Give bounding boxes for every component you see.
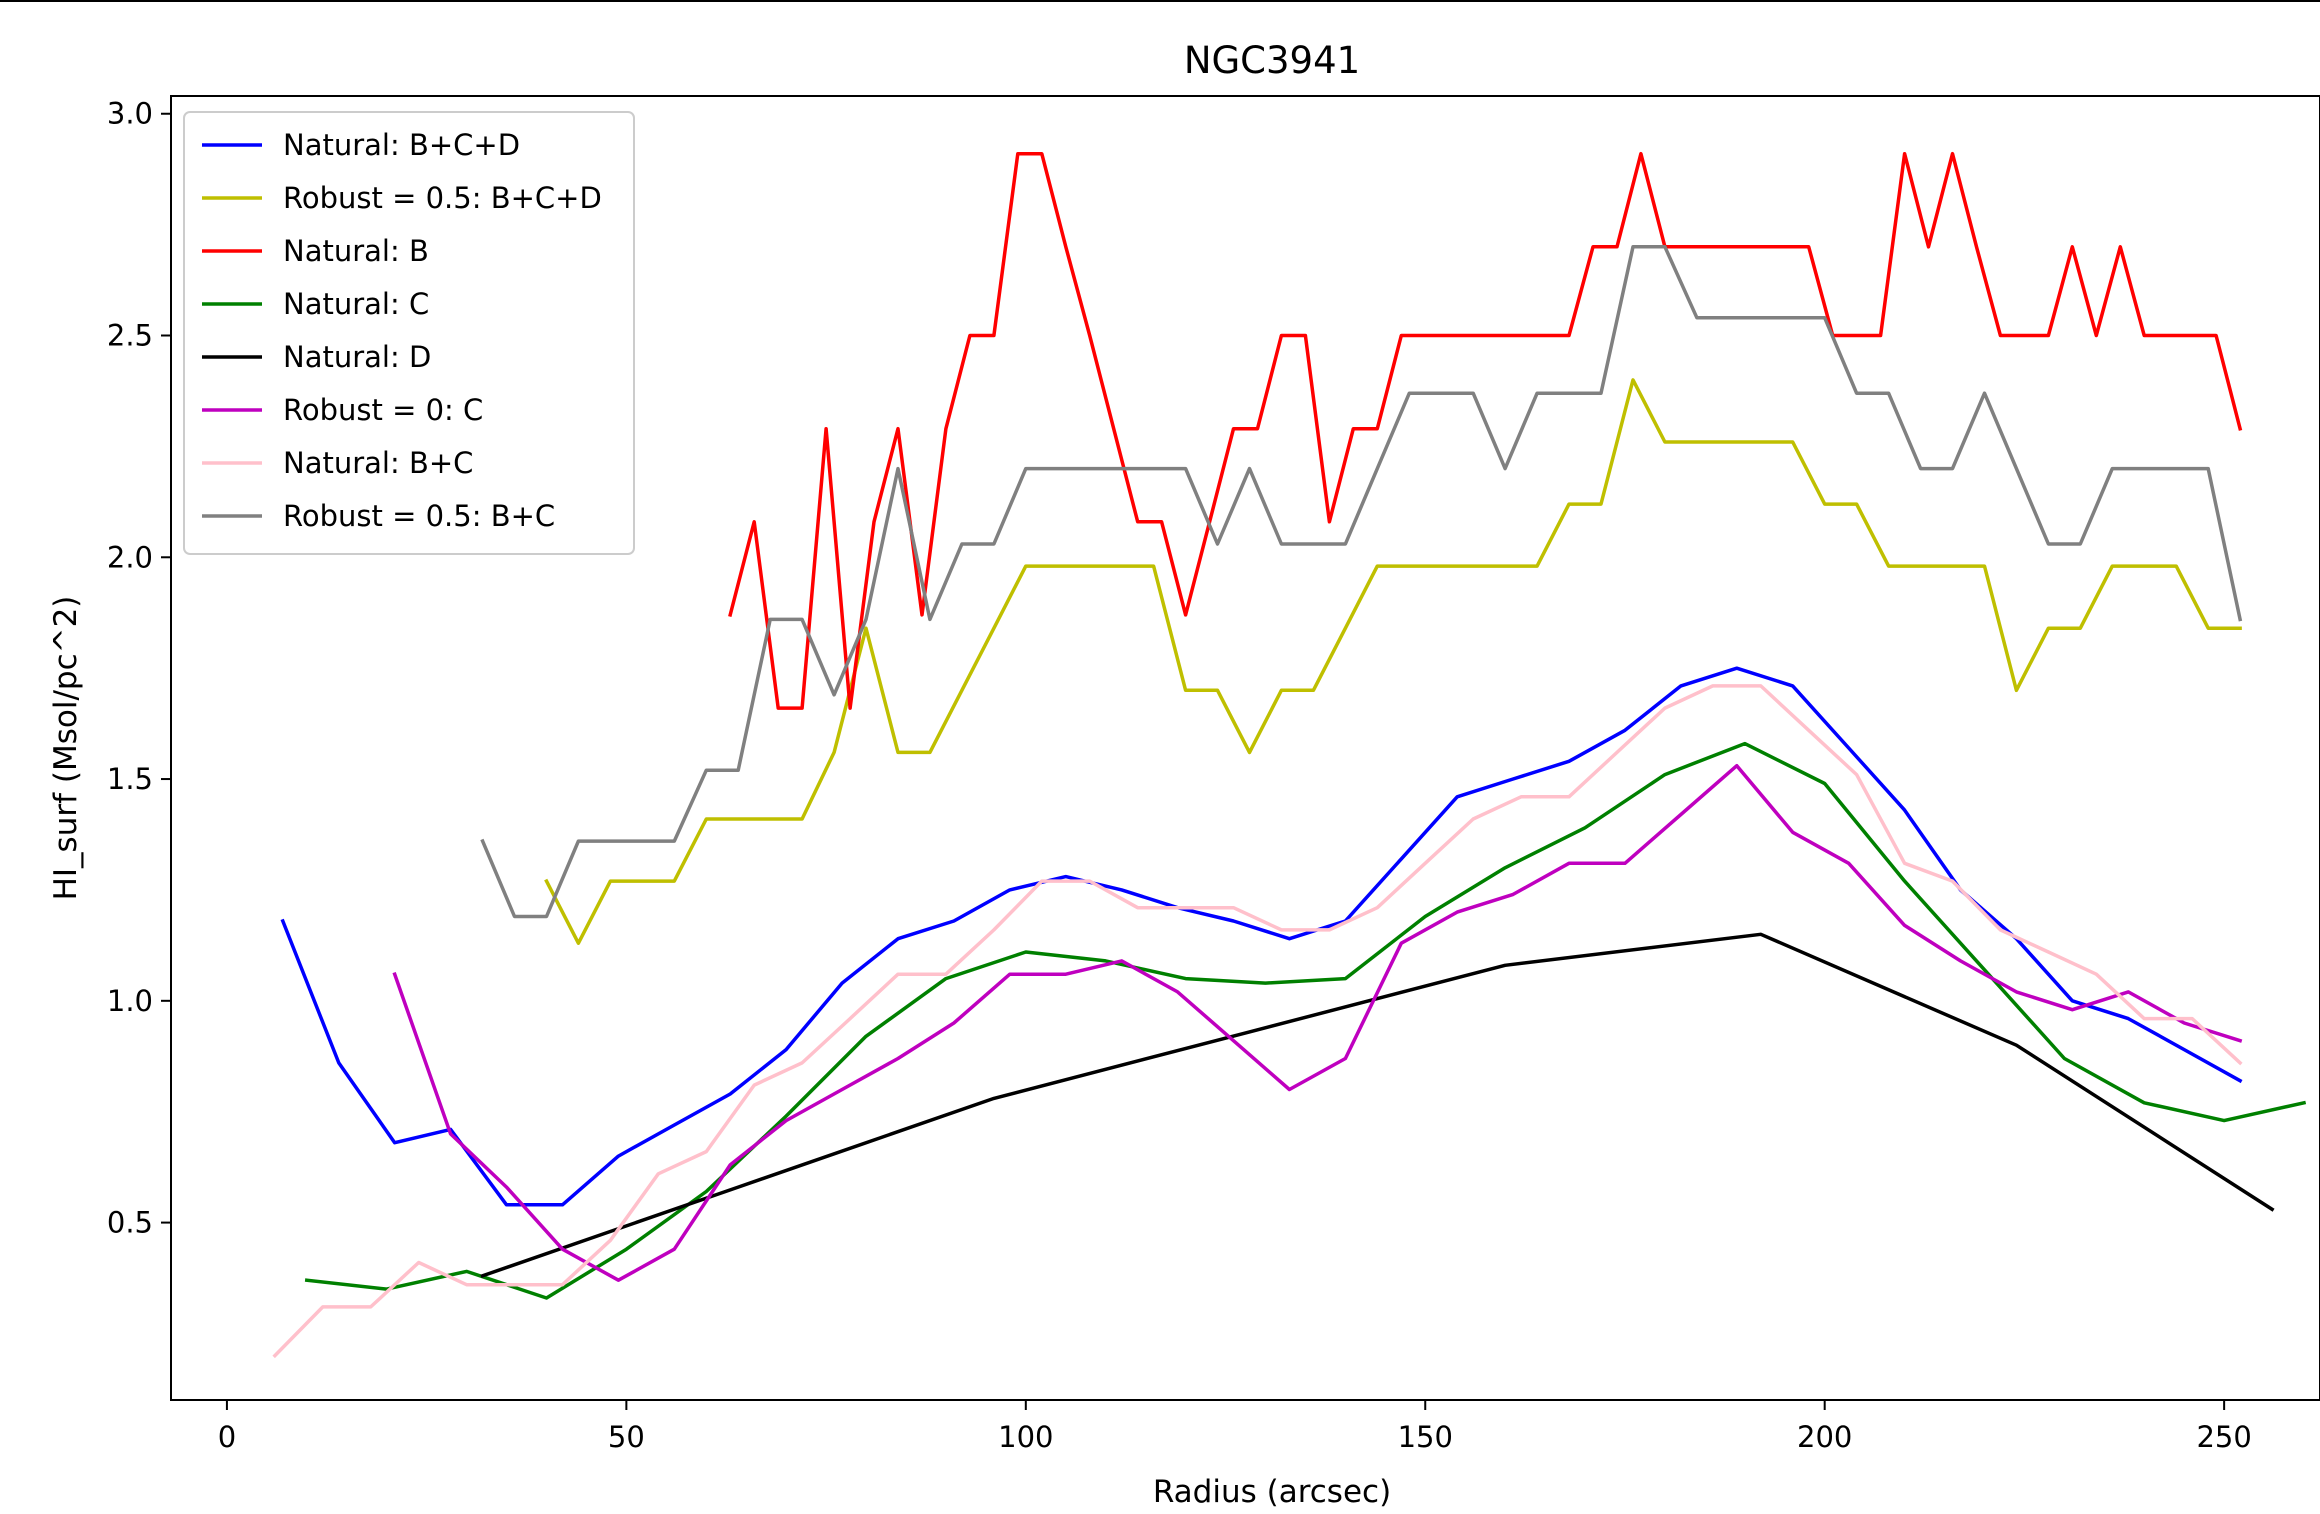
figure-top-border bbox=[0, 0, 2320, 2]
legend-box bbox=[183, 111, 635, 555]
legend-label-robust-0-c: Robust = 0: C bbox=[283, 393, 483, 427]
x-tick-label: 0 bbox=[218, 1420, 236, 1454]
legend-label-robust-0-5-b-c: Robust = 0.5: B+C bbox=[283, 499, 555, 533]
series-line-robust-0-c bbox=[392, 763, 2243, 1282]
legend-label-natural-b-c: Natural: B+C bbox=[283, 446, 473, 480]
chart-title: NGC3941 bbox=[1184, 39, 1360, 82]
series-layer bbox=[272, 151, 2307, 1359]
x-tick-label: 250 bbox=[2196, 1420, 2251, 1454]
series-line-robust-0-5-b-c bbox=[480, 245, 2243, 919]
series-line-natural-b-c bbox=[272, 684, 2243, 1359]
y-tick-label: 1.5 bbox=[107, 762, 153, 796]
plot-area bbox=[170, 95, 2320, 1401]
series-line-natural-b-c-d bbox=[280, 666, 2243, 1207]
legend-entries: Natural: B+C+D Robust = 0.5: B+C+D Natural… bbox=[202, 128, 602, 533]
legend-label-natural-b: Natural: B bbox=[283, 234, 429, 268]
legend-label-natural-c: Natural: C bbox=[283, 287, 429, 321]
series-line-natural-d bbox=[480, 932, 2275, 1279]
y-tick-label: 2.0 bbox=[107, 540, 153, 574]
legend-label-natural-d: Natural: D bbox=[283, 340, 431, 374]
y-axis-ticks: 0.5 1.0 1.5 2.0 2.5 3.0 bbox=[107, 97, 171, 1240]
x-axis-ticks: 0 50 100 150 200 250 bbox=[218, 1400, 2252, 1454]
y-tick-label: 1.0 bbox=[107, 984, 153, 1018]
y-tick-label: 0.5 bbox=[107, 1206, 153, 1240]
series-line-natural-b bbox=[728, 151, 2243, 710]
y-tick-label: 3.0 bbox=[107, 97, 153, 131]
x-tick-label: 150 bbox=[1398, 1420, 1453, 1454]
series-line-robust-0-5-b-c-d bbox=[544, 378, 2242, 945]
y-axis-label: HI_surf (Msol/pc^2) bbox=[48, 596, 84, 901]
series-line-natural-c bbox=[304, 741, 2307, 1300]
x-tick-label: 100 bbox=[998, 1420, 1053, 1454]
legend: Natural: B+C+D Robust = 0.5: B+C+D Natural… bbox=[183, 111, 635, 555]
legend-label-natural-b-c-d: Natural: B+C+D bbox=[283, 128, 520, 162]
x-tick-label: 50 bbox=[608, 1420, 645, 1454]
y-tick-label: 2.5 bbox=[107, 319, 153, 353]
x-axis-label: Radius (arcsec) bbox=[1153, 1474, 1391, 1510]
legend-label-robust-0-5-b-c-d: Robust = 0.5: B+C+D bbox=[283, 181, 602, 215]
x-tick-label: 200 bbox=[1797, 1420, 1852, 1454]
